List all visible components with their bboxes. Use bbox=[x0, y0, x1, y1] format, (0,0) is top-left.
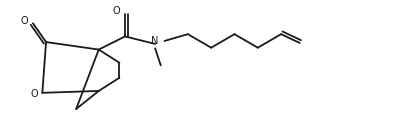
Text: N: N bbox=[151, 36, 159, 46]
Text: O: O bbox=[113, 6, 121, 16]
Text: O: O bbox=[30, 89, 38, 99]
Text: O: O bbox=[21, 16, 28, 26]
